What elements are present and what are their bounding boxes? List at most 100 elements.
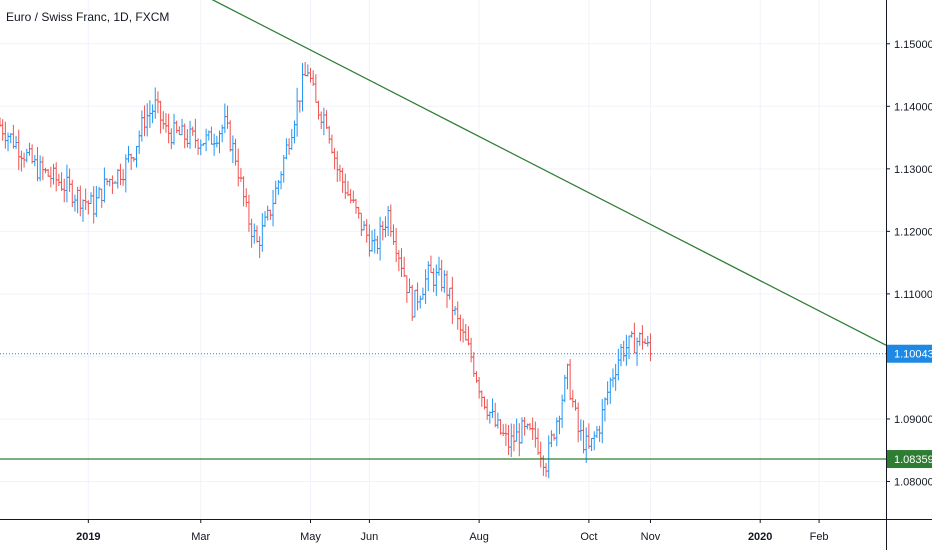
ohlc-bar <box>592 431 597 451</box>
ohlc-bar <box>597 425 602 442</box>
ohlc-bar <box>169 128 174 150</box>
ohlc-bar <box>228 120 233 152</box>
ohlc-bar <box>196 138 201 155</box>
y-tick-label: 1.15000 <box>894 39 932 51</box>
ohlc-bar <box>89 192 94 204</box>
ohlc-bar <box>35 146 40 182</box>
ohlc-bar <box>289 128 294 150</box>
ohlc-bar <box>204 128 209 152</box>
ohlc-bar <box>64 164 69 203</box>
ohlc-bar <box>538 441 543 468</box>
x-tick-label: Mar <box>191 531 210 543</box>
ohlc-bar <box>177 126 182 136</box>
ohlc-bar <box>501 424 506 437</box>
ohlc-bar <box>533 421 538 448</box>
ohlc-bar <box>180 118 185 136</box>
ohlc-bar <box>0 119 5 141</box>
ohlc-bar <box>230 135 235 164</box>
y-tick-label: 1.12000 <box>894 226 932 238</box>
ohlc-bar <box>354 198 359 214</box>
ohlc-bar <box>158 100 163 134</box>
ohlc-bar <box>11 124 16 149</box>
ohlc-bar <box>560 394 565 428</box>
ohlc-bar <box>402 256 407 278</box>
ohlc-bar <box>640 325 645 350</box>
ohlc-bar <box>102 167 107 203</box>
ohlc-bar <box>99 188 104 208</box>
ohlc-bar <box>375 235 380 254</box>
ohlc-bar <box>271 190 276 227</box>
ohlc-bar <box>225 105 230 129</box>
ohlc-bar <box>568 359 573 401</box>
ohlc-bar <box>396 250 401 272</box>
ohlc-bar <box>410 284 415 321</box>
ohlc-bar <box>324 110 329 129</box>
x-tick-label: Feb <box>810 531 829 543</box>
ohlc-bar <box>445 270 450 308</box>
ohlc-bar <box>503 423 508 446</box>
trendline[interactable] <box>201 0 887 346</box>
ohlc-bar <box>573 399 578 411</box>
ohlc-bar <box>359 212 364 237</box>
ohlc-bar <box>262 211 267 227</box>
ohlc-bar <box>241 176 246 207</box>
ohlc-bar <box>372 228 377 254</box>
time-axis[interactable]: 2019 Mar May Jun Aug Oct Nov 2020 Feb <box>0 519 932 543</box>
ohlc-bar <box>608 377 613 404</box>
ohlc-bar <box>356 206 361 219</box>
ohlc-bar <box>549 430 554 448</box>
ohlc-bar <box>415 282 420 311</box>
ohlc-bar <box>54 162 59 192</box>
ohlc-bar <box>3 121 8 149</box>
ohlc-bar <box>161 111 166 130</box>
ohlc-bar <box>431 268 436 293</box>
ohlc-bar <box>212 133 217 156</box>
ohlc-bar <box>40 156 45 181</box>
ohlc-bar <box>137 130 142 154</box>
ohlc-bar <box>118 163 123 186</box>
ohlc-bar <box>123 154 128 193</box>
ohlc-bar <box>544 463 549 477</box>
drawings[interactable] <box>0 0 887 460</box>
ohlc-bar <box>150 104 155 124</box>
ohlc-bar <box>490 398 495 419</box>
ohlc-bar <box>645 335 650 347</box>
ohlc-bar <box>222 103 227 134</box>
ohlc-bar <box>367 224 372 257</box>
x-tick-label: 2019 <box>76 531 100 543</box>
ohlc-bar <box>394 228 399 263</box>
ohlc-bar <box>536 428 541 456</box>
ohlc-bar <box>163 113 168 133</box>
ohlc-bar <box>91 186 96 224</box>
ohlc-bar <box>345 181 350 197</box>
ohlc-bar <box>70 179 75 208</box>
ohlc-bar <box>139 110 144 142</box>
ohlc-bar <box>51 163 56 185</box>
ohlc-bar <box>495 412 500 429</box>
ohlc-bar <box>576 402 581 443</box>
ohlc-bar <box>297 100 302 113</box>
y-tick-label: 1.11000 <box>894 289 932 301</box>
ohlc-bar <box>632 322 637 354</box>
ohlc-bar <box>287 138 292 155</box>
ohlc-bar <box>514 418 519 442</box>
ohlc-bar <box>453 306 458 316</box>
ohlc-bar <box>321 107 326 136</box>
ohlc-bar <box>72 194 77 212</box>
ohlc-bar <box>214 135 219 148</box>
ohlc-bar <box>621 340 626 362</box>
ohlc-bar <box>209 126 214 145</box>
ohlc-bar <box>193 118 198 149</box>
ohlc-bar <box>305 64 310 77</box>
ohlc-bar <box>94 185 99 218</box>
ohlc-bar <box>469 337 474 363</box>
ohlc-bar <box>147 100 152 128</box>
ohlc-bar <box>340 167 345 193</box>
ohlc-bar <box>463 324 468 341</box>
ohlc-bar <box>48 166 53 188</box>
ohlc-bar <box>351 190 356 203</box>
ohlc-bar <box>439 259 444 292</box>
ohlc-bar <box>166 113 171 144</box>
price-axis[interactable]: 1.15000 1.14000 1.13000 1.12000 1.11000 1.100… <box>886 0 932 550</box>
